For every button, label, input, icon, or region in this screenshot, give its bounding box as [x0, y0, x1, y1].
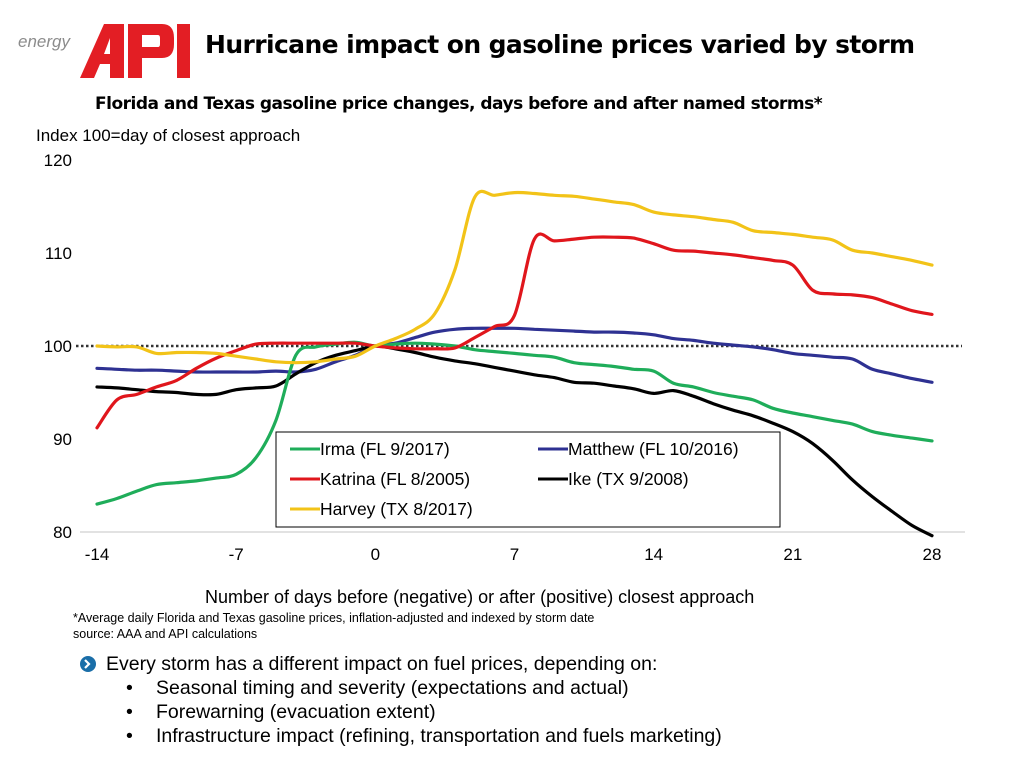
legend-label-harvey: Harvey (TX 8/2017): [320, 499, 473, 519]
bullet-marker: •: [126, 677, 133, 699]
x-tick-label: -7: [229, 545, 244, 564]
bullet-sub-item: • Seasonal timing and severity (expectat…: [80, 676, 722, 700]
bullet-list: Every storm has a different impact on fu…: [80, 652, 722, 748]
footnote: *Average daily Florida and Texas gasolin…: [73, 610, 594, 642]
x-tick-label: 21: [783, 545, 802, 564]
series-line-matthew: [95, 326, 934, 384]
series-line-katrina: [95, 232, 934, 430]
x-tick-label: -14: [85, 545, 110, 564]
y-tick-label: 120: [44, 151, 72, 170]
footnote-note: *Average daily Florida and Texas gasolin…: [73, 611, 595, 625]
bullet-sub-text: Seasonal timing and severity (expectatio…: [156, 677, 629, 699]
x-tick-label: 7: [510, 545, 519, 564]
page-title: Hurricane impact on gasoline prices vari…: [205, 30, 915, 59]
bullet-sub-text: Infrastructure impact (refining, transpo…: [156, 725, 722, 747]
legend-label-katrina: Katrina (FL 8/2005): [320, 469, 470, 489]
y-tick-label: 90: [53, 430, 72, 449]
chart-subtitle: Florida and Texas gasoline price changes…: [95, 94, 823, 114]
bullet-sub-item: • Forewarning (evacuation extent): [80, 700, 722, 724]
api-logo: energy: [18, 24, 190, 84]
bullet-sub-item: • Infrastructure impact (refining, trans…: [80, 724, 722, 748]
footnote-source: source: AAA and API calculations: [73, 627, 258, 641]
legend-label-irma: Irma (FL 9/2017): [320, 439, 450, 459]
api-logo-mark: [80, 24, 190, 78]
bullet-marker: •: [126, 725, 133, 747]
legend-label-ike: Ike (TX 9/2008): [568, 469, 689, 489]
legend-box: [275, 431, 781, 528]
x-tick-label: 28: [923, 545, 942, 564]
x-axis-label: Number of days before (negative) or afte…: [205, 587, 755, 607]
bullet-main: Every storm has a different impact on fu…: [80, 652, 722, 676]
x-tick-label: 14: [644, 545, 663, 564]
chart-legend: Irma (FL 9/2017) Katrina (FL 8/2005) Harve…: [275, 431, 781, 528]
x-tick-label: 0: [371, 545, 380, 564]
logo-energy-text: energy: [18, 32, 70, 51]
y-tick-label: 110: [45, 244, 72, 263]
y-tick-label: 80: [53, 523, 72, 542]
chevron-right-icon: [80, 656, 96, 672]
series-line-ike: [95, 344, 934, 538]
bullet-marker: •: [126, 701, 133, 723]
bullet-sub-text: Forewarning (evacuation extent): [156, 701, 436, 723]
line-chart: 80 90 100 110 120 -14 -7 0 7 14 21 28 Irma (FL 9/20…: [44, 151, 965, 564]
bullet-main-text: Every storm has a different impact on fu…: [106, 653, 658, 675]
series-line-irma: [95, 340, 934, 506]
series-line-harvey: [95, 189, 934, 365]
legend-label-matthew: Matthew (FL 10/2016): [568, 439, 739, 459]
y-axis-label: Index 100=day of closest approach: [36, 126, 301, 145]
y-tick-label: 100: [44, 337, 72, 356]
